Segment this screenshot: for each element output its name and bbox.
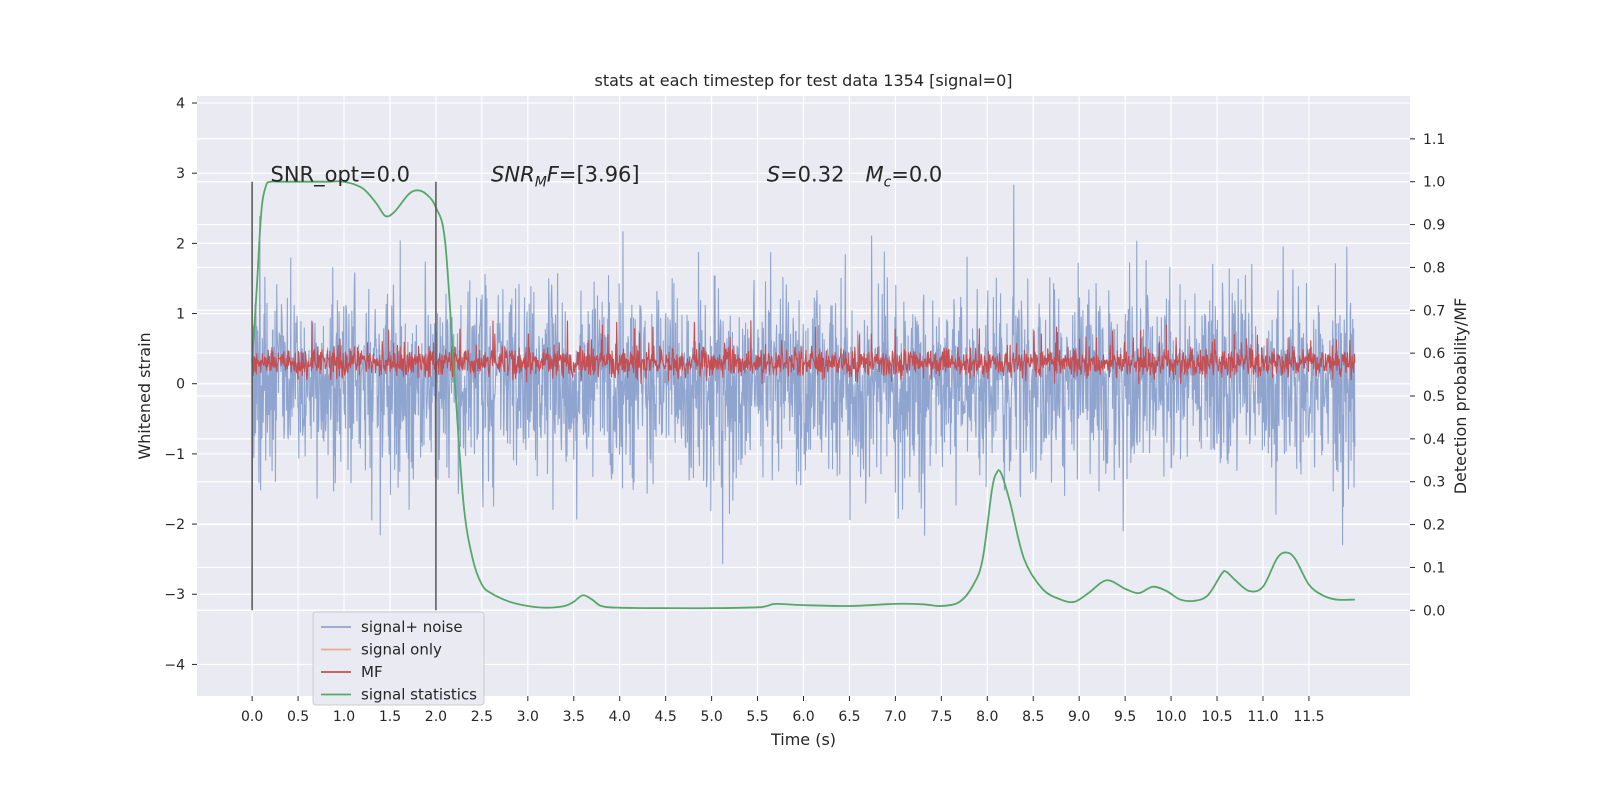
x-tick-label: 1.0 — [333, 709, 355, 725]
legend-label: signal+ noise — [361, 618, 463, 636]
x-tick-label: 5.0 — [700, 709, 722, 725]
y-right-tick-label: 0.2 — [1423, 518, 1445, 534]
x-tick-label: 7.0 — [884, 709, 906, 725]
annotation-text: SNRMF=[3.96] — [491, 163, 640, 191]
y-tick-label: 1 — [176, 307, 185, 323]
y-tick-label: 0 — [176, 377, 185, 393]
series-line-signal-statistics — [251, 180, 1355, 610]
y-tick-label: 2 — [176, 236, 185, 252]
x-tick-label: 11.0 — [1247, 709, 1278, 725]
legend-box — [312, 611, 485, 706]
chart-title: stats at each timestep for test data 135… — [594, 71, 1012, 90]
legend-label: MF — [361, 663, 383, 681]
x-tick-label: 10.0 — [1155, 709, 1186, 725]
y-tick-label: 3 — [176, 166, 185, 182]
y-right-tick-label: 0.7 — [1423, 303, 1445, 319]
x-tick-label: 0.5 — [287, 709, 309, 725]
x-axis-label: Time (s) — [770, 730, 836, 749]
y-right-tick-label: 0.0 — [1423, 603, 1445, 619]
legend-label: signal statistics — [361, 686, 477, 704]
y-tick-label: −1 — [164, 447, 185, 463]
x-tick-label: 7.5 — [930, 709, 952, 725]
x-tick-label: 6.5 — [838, 709, 860, 725]
x-tick-label: 3.0 — [517, 709, 539, 725]
x-tick-label: 10.5 — [1201, 709, 1232, 725]
y-right-tick-label: 0.3 — [1423, 475, 1445, 491]
annotations: SNR_opt=0.0 SNRMF=[3.96] S=0.32 Mc=0.0 — [271, 163, 943, 191]
y-tick-label: 4 — [176, 96, 185, 112]
y-axis-label: Whitened strain — [135, 332, 154, 459]
x-tick-label: 2.5 — [471, 709, 493, 725]
x-tick-label: 1.5 — [379, 709, 401, 725]
y-right-tick-label: 0.4 — [1423, 432, 1445, 448]
y-right-tick-label: 0.8 — [1423, 260, 1445, 276]
annotation-text: S=0.32 Mc=0.0 — [767, 163, 943, 191]
x-tick-label: 0.0 — [241, 709, 263, 725]
y-right-tick-label: 0.1 — [1423, 560, 1445, 576]
y-right-tick-label: 0.9 — [1423, 218, 1445, 234]
legend-label: signal only — [361, 641, 442, 659]
y-axis-right-label: Detection probability/MF — [1451, 298, 1470, 495]
y-right-tick-label: 0.5 — [1423, 389, 1445, 405]
x-tick-label: 4.0 — [609, 709, 631, 725]
x-tick-label: 3.5 — [563, 709, 585, 725]
x-tick-label: 6.0 — [792, 709, 814, 725]
x-tick-label: 11.5 — [1293, 709, 1324, 725]
x-tick-label: 9.0 — [1068, 709, 1090, 725]
axes: 0.0 0.5 1.0 1.5 2.0 2.5 3.0 3.5 4.0 4.5 5.0 5.5 6.0 6… — [164, 96, 1445, 725]
y-right-tick-label: 0.6 — [1423, 346, 1445, 362]
y-tick-label: −3 — [164, 587, 185, 603]
y-right-tick-label: 1.0 — [1423, 175, 1445, 191]
y-tick-label: −2 — [164, 517, 185, 533]
y-right-tick-label: 1.1 — [1423, 132, 1445, 148]
annotation-text: SNR_opt=0.0 — [271, 163, 411, 188]
x-tick-label: 5.5 — [746, 709, 768, 725]
x-tick-label: 8.5 — [1022, 709, 1044, 725]
x-tick-label: 9.5 — [1114, 709, 1136, 725]
x-tick-label: 2.0 — [425, 709, 447, 725]
y-tick-label: −4 — [164, 657, 185, 673]
x-tick-label: 4.5 — [655, 709, 677, 725]
legend: signal+ noise signal only MF signal statist… — [312, 611, 485, 706]
x-tick-label: 8.0 — [976, 709, 998, 725]
